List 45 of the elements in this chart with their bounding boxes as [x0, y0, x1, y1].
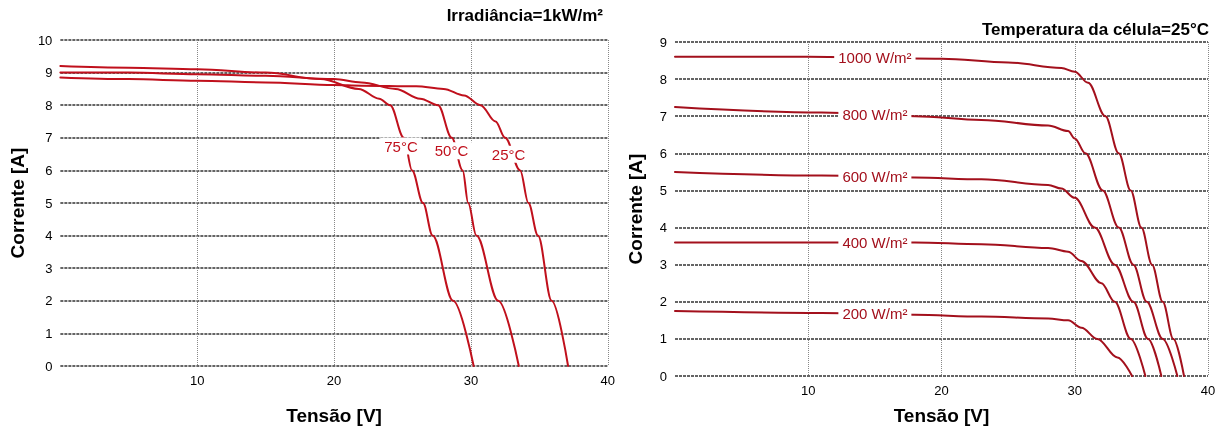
series-label: 200 W/m²: [842, 305, 908, 323]
series-label: 400 W/m²: [842, 233, 908, 251]
y-tick-label: 6: [659, 145, 667, 161]
y-tick-label: 7: [659, 108, 667, 124]
line-series: [674, 105, 1179, 377]
y-tick-label: 2: [659, 294, 667, 310]
chart-title: Irradiância=1kW/m²: [446, 6, 604, 25]
chart-title: Temperatura da célula=25°C: [981, 20, 1209, 39]
x-tick-label: 40: [600, 373, 615, 388]
y-tick-label: 5: [659, 182, 667, 198]
x-tick-label: 10: [801, 383, 816, 398]
y-tick-label: 7: [45, 130, 53, 146]
series-label: 1000 W/m²: [838, 49, 912, 67]
series-label: 75°C: [384, 137, 418, 155]
y-tick-label: 1: [659, 331, 667, 347]
y-tick-label: 5: [45, 195, 53, 211]
y-tick-label: 1: [45, 325, 53, 341]
y-tick-label: 3: [659, 257, 667, 273]
series-label: 25°C: [491, 145, 526, 163]
y-tick-label: 4: [45, 228, 53, 244]
y-axis-title: Corrente [A]: [7, 147, 28, 259]
x-axis-title: Tensão [V]: [286, 405, 382, 426]
series-label: 600 W/m²: [842, 168, 908, 186]
y-tick-label: 8: [45, 97, 53, 113]
y-tick-label: 6: [45, 162, 53, 178]
y-tick-label: 4: [659, 220, 667, 236]
series-label: 50°C: [434, 142, 469, 160]
y-axis-title: Corrente [A]: [625, 153, 646, 265]
y-tick-label: 9: [659, 34, 667, 50]
y-tick-label: 8: [659, 71, 667, 87]
x-tick-label: 30: [463, 373, 479, 388]
x-tick-label: 10: [189, 373, 205, 388]
x-tick-label: 20: [326, 373, 342, 388]
y-tick-label: 2: [45, 293, 53, 309]
x-tick-label: 40: [1200, 383, 1216, 398]
x-axis-title: Tensão [V]: [893, 405, 990, 426]
y-tick-label: 0: [45, 358, 53, 374]
y-tick-label: 10: [37, 32, 53, 48]
x-tick-label: 30: [1067, 383, 1082, 398]
series-label: 800 W/m²: [842, 106, 908, 124]
y-tick-label: 0: [659, 368, 667, 384]
x-tick-label: 20: [934, 383, 949, 398]
line-series: [674, 170, 1163, 377]
y-tick-label: 3: [45, 260, 53, 276]
y-tick-label: 9: [45, 65, 53, 81]
